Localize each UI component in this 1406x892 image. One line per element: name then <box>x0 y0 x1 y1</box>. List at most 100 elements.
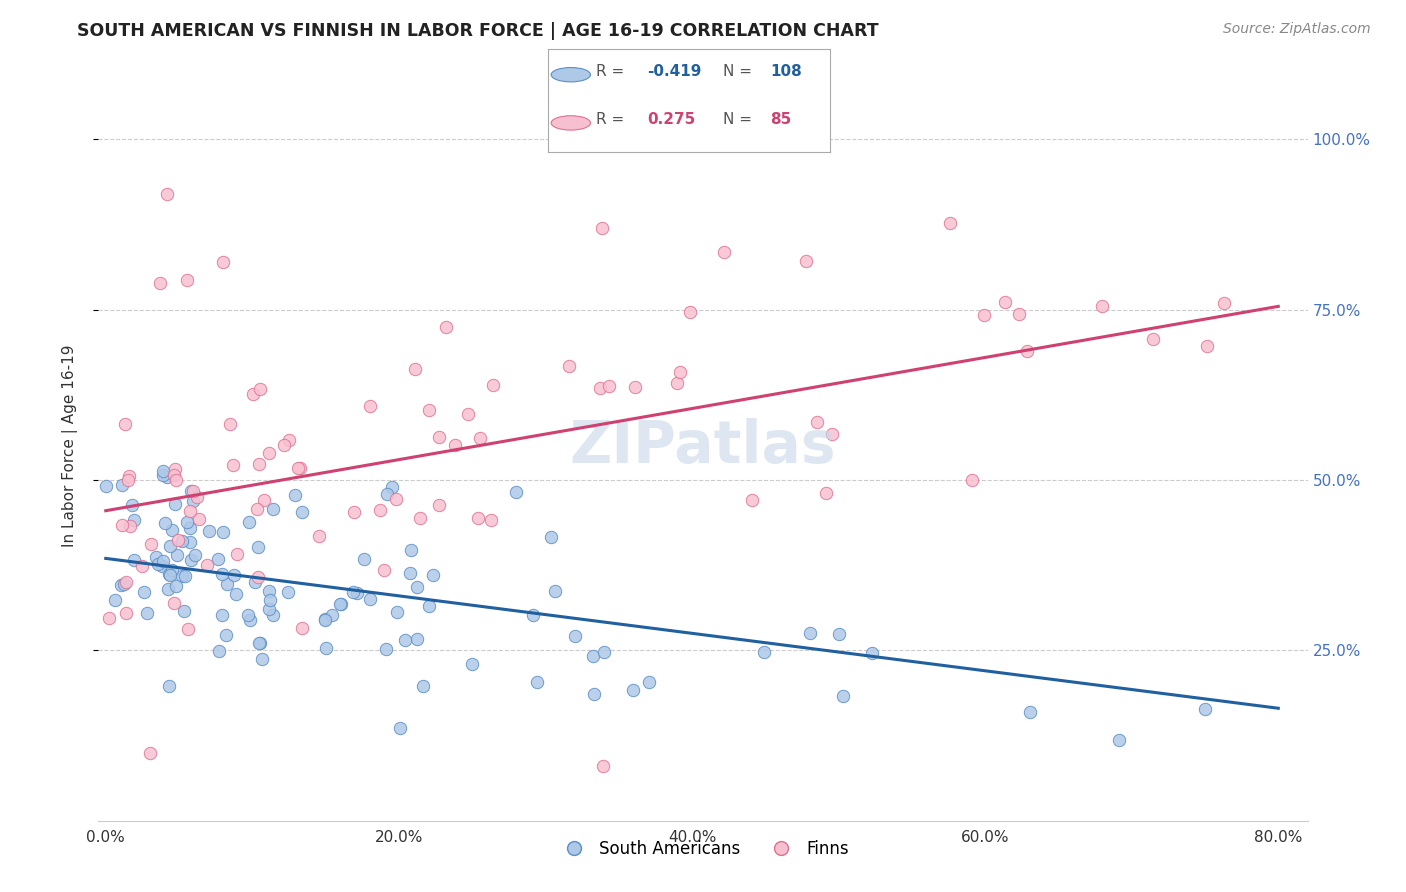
Point <box>176 273 198 287</box>
Point <box>120 519 142 533</box>
Point <box>291 621 314 635</box>
Point <box>406 632 429 646</box>
Point <box>592 759 614 773</box>
Point <box>146 558 169 572</box>
Point <box>197 558 219 572</box>
Point <box>247 457 270 471</box>
Point <box>713 245 735 260</box>
Point <box>412 679 434 693</box>
Point <box>375 486 398 500</box>
Point <box>156 582 179 596</box>
Point <box>665 376 688 391</box>
Point <box>359 591 381 606</box>
Text: -0.419: -0.419 <box>647 64 702 78</box>
Point <box>253 493 276 508</box>
Point <box>225 587 247 601</box>
Point <box>373 563 395 577</box>
Point <box>994 295 1017 310</box>
Point <box>215 628 238 642</box>
Point <box>1212 295 1234 310</box>
Point <box>211 608 233 623</box>
Point <box>226 547 249 561</box>
Point <box>111 478 134 492</box>
Point <box>122 552 145 566</box>
Point <box>359 400 381 414</box>
Point <box>291 505 314 519</box>
Point <box>166 548 188 562</box>
Point <box>155 516 177 531</box>
Point <box>741 493 763 508</box>
Point <box>581 649 603 664</box>
Point <box>544 584 567 599</box>
Point <box>239 614 262 628</box>
Point <box>262 607 284 622</box>
Point <box>558 359 581 373</box>
Point <box>224 567 246 582</box>
Point <box>157 567 180 582</box>
Point <box>461 657 484 672</box>
Point <box>249 382 271 396</box>
Point <box>404 362 426 376</box>
Point <box>406 580 429 594</box>
Point <box>418 599 440 614</box>
Point <box>152 468 174 483</box>
Point <box>598 379 620 393</box>
Text: R =: R = <box>596 64 624 78</box>
Point <box>399 543 422 558</box>
Point <box>522 608 544 623</box>
Point <box>179 504 201 518</box>
Point <box>860 646 883 660</box>
Point <box>815 486 838 500</box>
Circle shape <box>551 116 591 130</box>
Point <box>207 551 229 566</box>
Text: SOUTH AMERICAN VS FINNISH IN LABOR FORCE | AGE 16-19 CORRELATION CHART: SOUTH AMERICAN VS FINNISH IN LABOR FORCE… <box>77 22 879 40</box>
Point <box>329 598 352 612</box>
Point <box>394 633 416 648</box>
Point <box>385 605 408 619</box>
Point <box>409 511 432 525</box>
Point <box>259 601 281 615</box>
Point <box>262 502 284 516</box>
Point <box>832 690 855 704</box>
Point <box>593 645 616 659</box>
Point <box>150 559 173 574</box>
Point <box>806 415 828 429</box>
Point <box>381 480 404 494</box>
Point <box>1019 705 1042 719</box>
Point <box>114 417 136 431</box>
Point <box>247 635 270 649</box>
Point <box>287 461 309 475</box>
Point <box>180 484 202 499</box>
Point <box>259 593 281 607</box>
Point <box>591 221 613 235</box>
Point <box>457 407 479 421</box>
Point <box>172 534 194 549</box>
Point <box>159 539 181 553</box>
Text: ZIPatlas: ZIPatlas <box>569 417 837 475</box>
Point <box>1108 733 1130 747</box>
Point <box>166 533 188 547</box>
Point <box>152 554 174 568</box>
Point <box>314 613 336 627</box>
Point <box>156 470 179 484</box>
Point <box>124 513 146 527</box>
Point <box>329 597 352 611</box>
Point <box>181 483 204 498</box>
Point <box>208 644 231 658</box>
Point <box>183 548 205 562</box>
Point <box>197 524 219 539</box>
Point <box>526 674 548 689</box>
Point <box>180 553 202 567</box>
Text: R =: R = <box>596 112 624 127</box>
Point <box>754 645 776 659</box>
Point <box>236 608 259 623</box>
Point <box>110 578 132 592</box>
Text: 108: 108 <box>770 64 803 78</box>
Point <box>582 687 605 701</box>
Point <box>638 675 661 690</box>
Point <box>179 521 201 535</box>
Point <box>165 579 187 593</box>
Point <box>794 254 817 268</box>
Point <box>374 641 396 656</box>
Point <box>427 430 450 444</box>
